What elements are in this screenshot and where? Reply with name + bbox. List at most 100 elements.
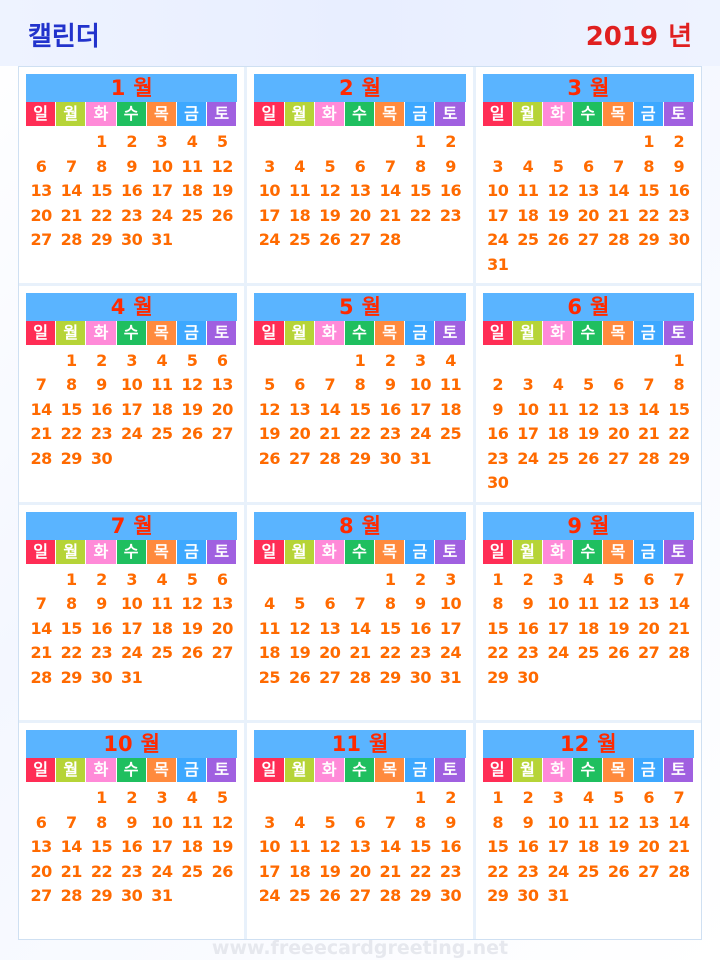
day-number: 13 (349, 837, 371, 857)
month-panel: 6 월 일 월 화 수 목 금 토 1 2 3 4 5 6 7 8 9 10 11 12 13 14 15 16 17 18 19 20… (475, 285, 701, 502)
day-number: 15 (638, 181, 660, 200)
weekday-label: 금 (405, 758, 436, 783)
day-number: 8 (492, 594, 504, 613)
day-grid: 1 2 3 4 5 6 7 8 9 10 11 12 13 14 15 16 17 18 19 20 21 22 23 24 2… (26, 349, 237, 472)
day-number: 26 (547, 230, 569, 249)
weekday-label: 금 (633, 102, 664, 126)
empty-day-cell (254, 349, 284, 374)
weekday-label: 일 (482, 320, 513, 345)
day-number: 22 (379, 643, 402, 662)
weekday-label: 목 (603, 320, 634, 345)
day-number: 12 (607, 594, 630, 613)
empty-day-cell (26, 349, 56, 374)
day-number: 23 (517, 861, 539, 881)
day-number: 30 (517, 886, 539, 906)
day-number: 14 (30, 618, 52, 638)
day-number: 13 (211, 375, 234, 395)
day-number: 21 (319, 424, 341, 444)
day-number: 2 (492, 375, 504, 395)
day-number: 30 (439, 886, 462, 906)
day-number: 4 (445, 350, 456, 370)
day-number: 24 (439, 643, 462, 662)
day-number: 3 (264, 812, 275, 832)
weekday-label: 일 (26, 539, 57, 564)
day-number: 9 (445, 812, 456, 832)
day-number: 12 (181, 594, 203, 613)
day-number: 30 (121, 886, 143, 906)
day-number: 3 (156, 788, 168, 808)
weekday-label: 토 (435, 539, 466, 564)
month-number: 5 (339, 294, 354, 319)
day-number: 2 (384, 350, 396, 370)
weekday-label: 목 (603, 539, 634, 564)
day-number: 29 (349, 448, 371, 468)
day-grid: 1 2 3 4 5 6 7 8 9 10 11 12 13 14 15 16 17 18 19 20 21 22 23 24 2… (26, 786, 237, 909)
day-number: 20 (607, 424, 630, 444)
day-number: 25 (151, 424, 173, 444)
month-panel: 1 월 일 월 화 수 목 금 토 1 2 3 4 5 6 7 8 9 10 11 12 13 14 15 16 17 18 19 20… (19, 67, 245, 283)
empty-day-cell (513, 349, 543, 374)
day-number: 4 (294, 156, 305, 176)
day-number: 15 (487, 837, 509, 857)
empty-day-cell (56, 786, 86, 811)
day-number: 23 (487, 448, 509, 468)
day-number: 27 (288, 448, 311, 468)
weekday-label: 목 (603, 102, 634, 126)
day-number: 4 (522, 156, 534, 176)
day-number: 18 (151, 399, 173, 419)
weekday-label: 금 (176, 102, 208, 126)
day-number: 17 (151, 837, 173, 857)
weekday-label: 토 (435, 102, 466, 126)
day-number: 16 (121, 837, 143, 857)
day-number: 14 (607, 181, 630, 200)
empty-day-cell (26, 786, 56, 811)
day-number: 28 (638, 448, 660, 468)
day-number: 22 (409, 861, 432, 881)
day-number: 24 (121, 643, 143, 662)
empty-day-cell (285, 349, 315, 374)
empty-day-cell (573, 130, 603, 155)
day-number: 8 (673, 375, 685, 395)
day-number: 18 (577, 618, 600, 638)
day-number: 1 (643, 132, 654, 151)
day-number: 12 (577, 399, 600, 419)
day-number: 14 (60, 837, 83, 857)
empty-day-cell (483, 349, 513, 374)
weekday-label: 일 (26, 758, 57, 783)
day-number: 5 (552, 156, 564, 176)
weekday-label: 금 (176, 320, 208, 345)
day-number: 22 (487, 643, 509, 662)
day-number: 29 (668, 448, 690, 468)
day-number: 28 (349, 667, 371, 687)
day-number: 6 (35, 812, 47, 832)
day-number: 18 (151, 618, 173, 638)
day-number: 25 (288, 230, 311, 249)
month-panel: 3 월 일 월 화 수 목 금 토 1 2 3 4 5 6 7 8 9 10 11 12 13 14 15 16 17 18 19 20… (475, 67, 701, 283)
day-number: 1 (96, 132, 107, 151)
day-number: 20 (349, 205, 371, 225)
weekday-label: 금 (405, 539, 436, 564)
month-suffix: 월 (597, 732, 617, 757)
day-number: 2 (415, 569, 426, 589)
day-number: 25 (439, 424, 462, 444)
day-number: 26 (258, 448, 281, 468)
day-number: 12 (288, 618, 311, 638)
day-number: 18 (547, 424, 569, 444)
day-number: 12 (319, 837, 341, 857)
day-number: 29 (638, 230, 660, 249)
empty-day-cell (285, 568, 315, 593)
day-number: 13 (638, 812, 660, 832)
day-number: 7 (673, 788, 685, 808)
day-number: 2 (126, 788, 137, 808)
day-number: 15 (90, 837, 113, 857)
day-number: 22 (638, 205, 660, 225)
day-number: 2 (126, 132, 137, 151)
day-number: 11 (547, 399, 569, 419)
day-number: 23 (90, 643, 113, 662)
day-number: 7 (324, 375, 336, 395)
weekday-label: 금 (405, 102, 436, 126)
day-number: 27 (30, 230, 52, 249)
day-number: 11 (151, 375, 173, 395)
day-number: 30 (409, 667, 432, 687)
